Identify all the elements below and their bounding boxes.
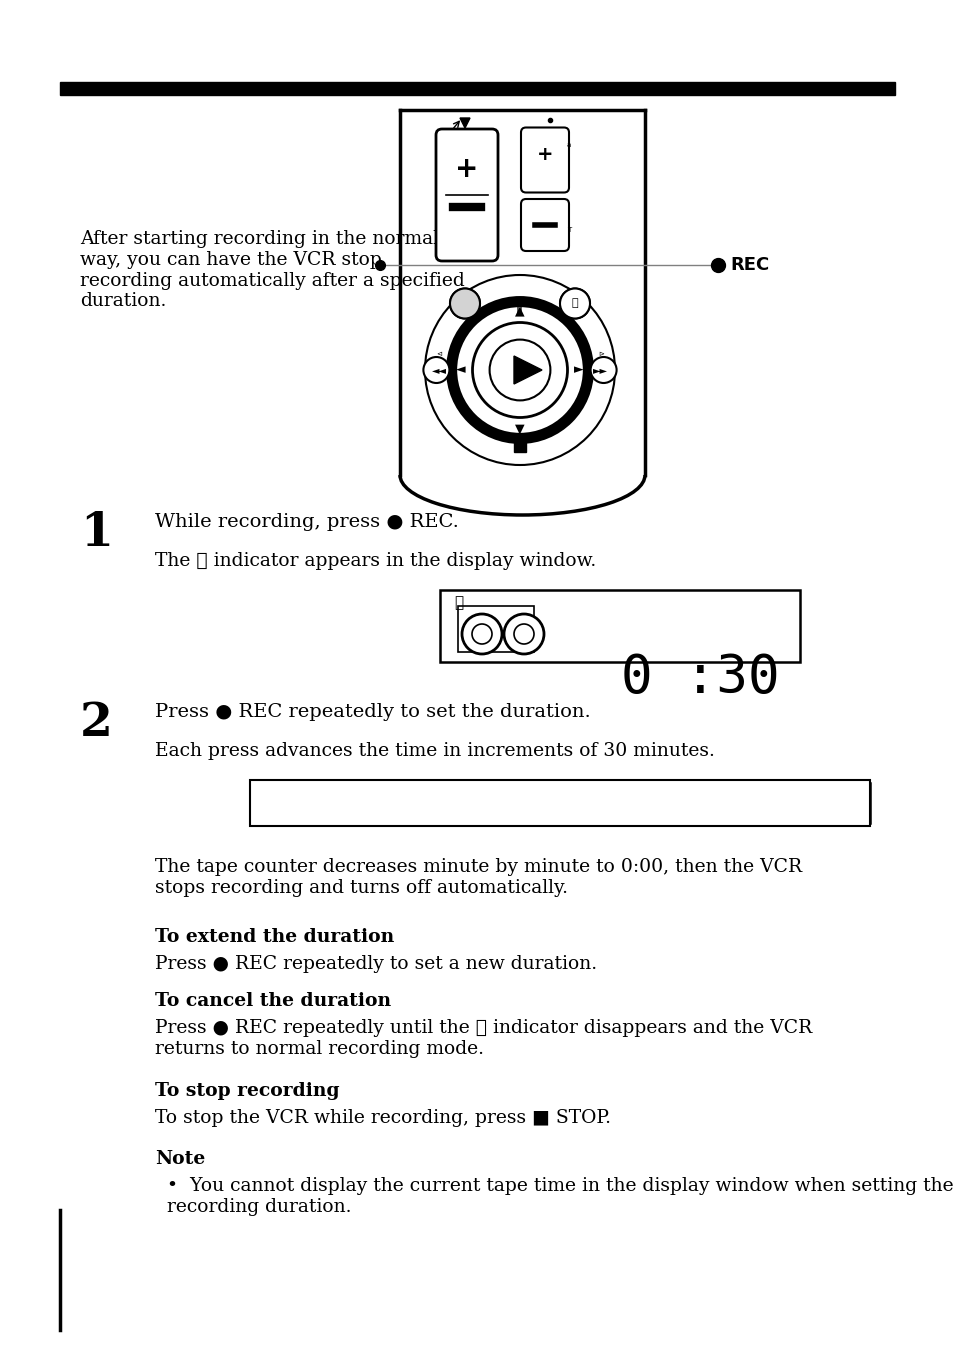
Text: Each press advances the time in increments of 30 minutes.: Each press advances the time in incremen… [154, 742, 714, 760]
Text: a: a [566, 142, 571, 147]
Text: To stop recording: To stop recording [154, 1082, 339, 1101]
Text: T: T [566, 227, 571, 233]
Text: The tape counter decreases minute by minute to 0:00, then the VCR
stops recordin: The tape counter decreases minute by min… [154, 859, 801, 896]
Text: REC: REC [729, 256, 768, 274]
Circle shape [472, 323, 567, 418]
Text: After starting recording in the normal
way, you can have the VCR stop
recording : After starting recording in the normal w… [80, 230, 464, 311]
Text: ⊲: ⊲ [436, 352, 442, 357]
Circle shape [559, 288, 589, 319]
Circle shape [451, 301, 588, 438]
Circle shape [461, 614, 501, 654]
FancyBboxPatch shape [436, 128, 497, 261]
FancyBboxPatch shape [520, 127, 568, 192]
Circle shape [423, 357, 449, 383]
Text: 2: 2 [80, 700, 112, 746]
Circle shape [559, 288, 589, 319]
Bar [60, 82, 894, 95]
Text: 0 :30: 0 :30 [620, 652, 780, 704]
Text: ►: ► [574, 364, 583, 376]
Circle shape [450, 288, 479, 319]
Text: ►►: ►► [593, 365, 608, 375]
Text: Press ● REC repeatedly to set the duration.: Press ● REC repeatedly to set the durati… [154, 703, 590, 721]
Bar [250, 780, 869, 826]
Text: ||: || [516, 303, 523, 314]
Text: The ⌛ indicator appears in the display window.: The ⌛ indicator appears in the display w… [154, 552, 596, 571]
Circle shape [514, 625, 534, 644]
Bar [514, 439, 525, 452]
Text: 1: 1 [80, 510, 112, 556]
Text: +: + [455, 154, 478, 183]
Text: To cancel the duration: To cancel the duration [154, 992, 391, 1010]
Text: ◄: ◄ [456, 364, 465, 376]
Text: ▲: ▲ [515, 304, 524, 318]
Text: ⊳: ⊳ [598, 352, 603, 357]
Circle shape [590, 357, 616, 383]
Text: •  You cannot display the current tape time in the display window when setting t: • You cannot display the current tape ti… [167, 1178, 953, 1215]
Text: ⏰: ⏰ [454, 595, 462, 610]
Text: While recording, press ● REC.: While recording, press ● REC. [154, 512, 458, 531]
Text: ⏻: ⏻ [571, 299, 578, 308]
Circle shape [472, 625, 492, 644]
Text: To stop the VCR while recording, press ■ STOP.: To stop the VCR while recording, press ■… [154, 1109, 610, 1128]
Text: Normal recording: Normal recording [656, 794, 788, 808]
Circle shape [489, 339, 550, 400]
Text: Note: Note [154, 1151, 205, 1168]
Polygon shape [514, 356, 541, 384]
Bar [457, 606, 534, 652]
Circle shape [503, 614, 543, 654]
Circle shape [424, 274, 615, 465]
Text: ▼: ▼ [515, 422, 524, 435]
Text: To extend the duration: To extend the duration [154, 927, 394, 946]
Polygon shape [459, 118, 470, 128]
Bar [439, 589, 800, 662]
Text: +: + [537, 146, 553, 165]
Circle shape [450, 288, 479, 319]
Text: Press ● REC repeatedly to set a new duration.: Press ● REC repeatedly to set a new dura… [154, 955, 597, 973]
Text: Press ● REC repeatedly until the ⌛ indicator disappears and the VCR
returns to n: Press ● REC repeatedly until the ⌛ indic… [154, 1019, 811, 1057]
Text: ◄◄: ◄◄ [432, 365, 446, 375]
FancyBboxPatch shape [520, 199, 568, 251]
